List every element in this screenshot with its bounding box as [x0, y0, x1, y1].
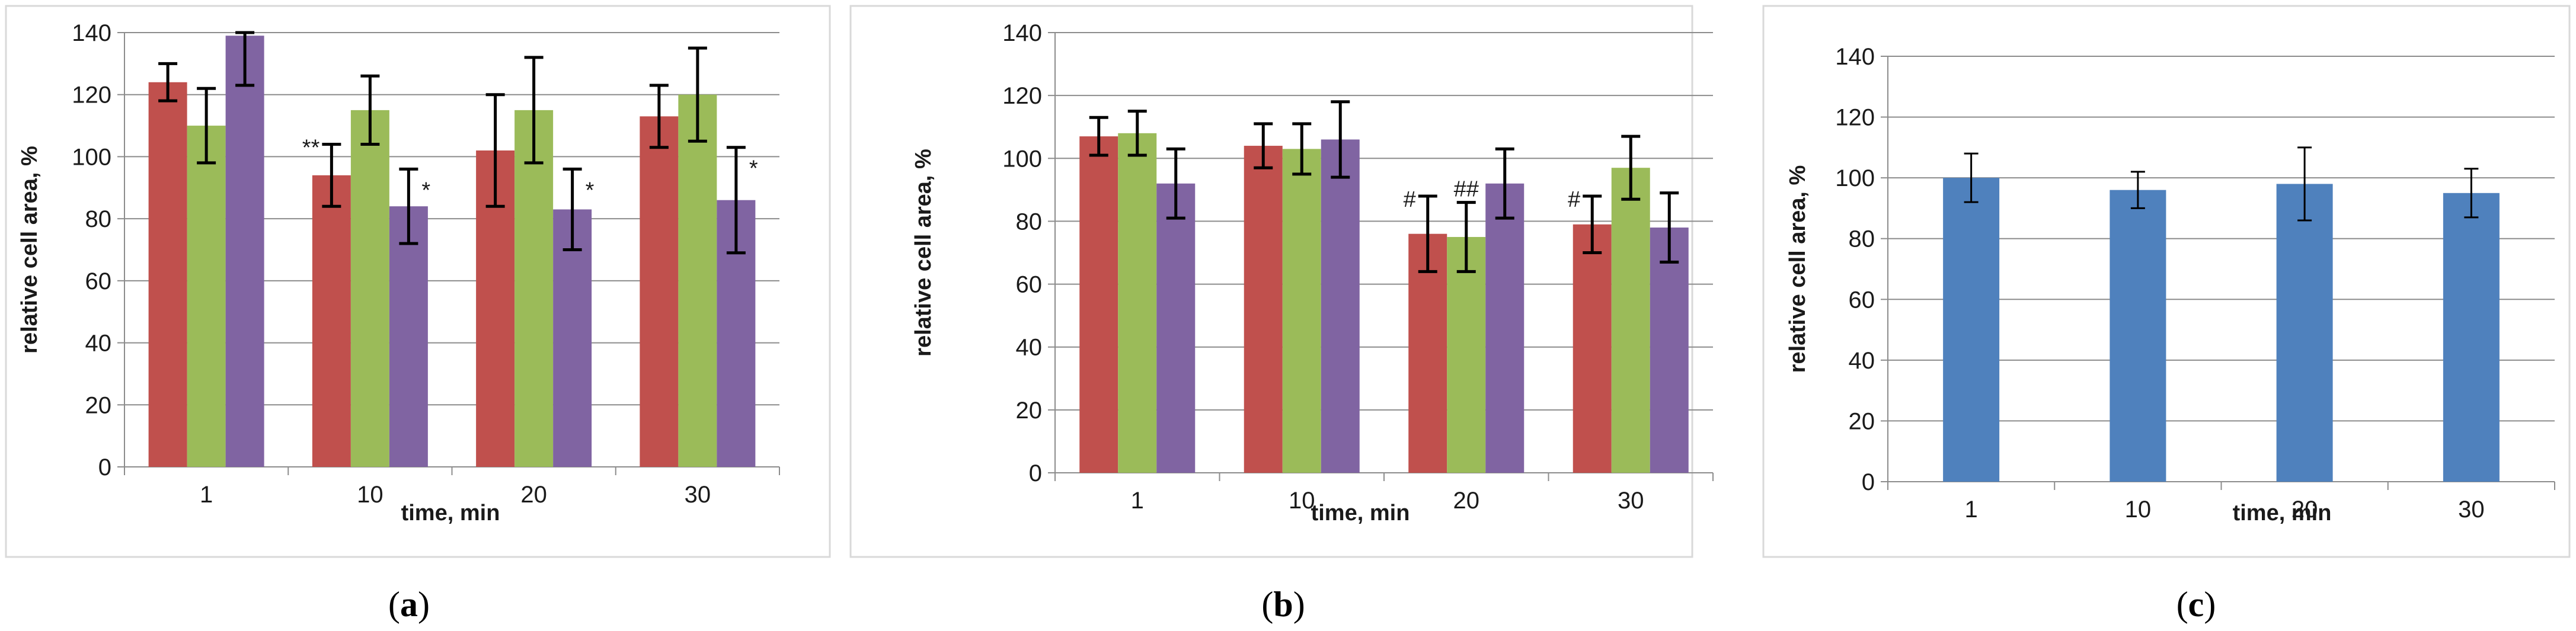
bar-green-30	[1611, 168, 1650, 473]
panel-frame	[5, 5, 831, 558]
y-tick-label: 60	[1016, 272, 1043, 298]
bar-purple-30	[1650, 228, 1689, 473]
bar-purple-1	[1156, 183, 1196, 473]
bar-purple-10	[389, 206, 428, 467]
panel-label: (a)	[388, 585, 430, 624]
x-tick-label: 30	[2458, 497, 2485, 523]
x-tick-label: 10	[1289, 488, 1315, 514]
y-tick-label: 20	[1849, 408, 1875, 434]
y-tick-label: 140	[72, 20, 111, 46]
y-tick-label: 100	[1002, 146, 1042, 172]
bar-red-30	[640, 116, 679, 467]
panel-frame	[1762, 5, 2571, 558]
x-tick-label: 1	[200, 482, 213, 508]
significance-mark: *	[586, 178, 595, 203]
y-tick-label: 120	[1835, 105, 1875, 131]
y-tick-label: 40	[1016, 335, 1043, 361]
panel-label: (c)	[2177, 585, 2216, 624]
bar-blue-20	[2276, 184, 2333, 482]
bar-red-1	[1079, 136, 1118, 473]
y-tick-label: 140	[1835, 44, 1875, 70]
significance-mark: *	[749, 156, 758, 181]
y-tick-label: 80	[85, 206, 112, 232]
bar-green-30	[678, 94, 717, 467]
bar-green-10	[1282, 149, 1321, 473]
significance-mark: #	[1404, 187, 1416, 212]
x-tick-label: 1	[1131, 488, 1144, 514]
y-tick-label: 20	[85, 392, 112, 418]
y-tick-label: 20	[1016, 398, 1043, 424]
panel-letter: b	[1273, 585, 1293, 624]
significance-mark: **	[302, 135, 320, 160]
bar-blue-1	[1943, 178, 2000, 482]
x-axis-title: time, min	[401, 501, 500, 526]
y-tick-label: 100	[72, 144, 111, 170]
y-tick-label: 120	[72, 82, 111, 108]
bar-green-20	[514, 110, 554, 467]
bar-blue-30	[2443, 193, 2500, 482]
bar-red-20	[1408, 233, 1447, 473]
panel-letter: c	[2188, 585, 2204, 624]
panel-letter: a	[400, 585, 418, 624]
x-tick-label: 30	[1618, 488, 1644, 514]
bar-red-1	[148, 82, 187, 467]
y-tick-label: 40	[85, 331, 112, 357]
x-tick-label: 30	[685, 482, 711, 508]
y-tick-label: 0	[98, 454, 111, 481]
x-tick-label: 1	[1965, 497, 1978, 523]
y-tick-label: 140	[1002, 20, 1042, 46]
bar-red-10	[1244, 146, 1283, 473]
chart-panel-c: 0 20 40 60 80 100 120 140 1 10 20 30 relative cell a…	[1762, 5, 2571, 624]
y-tick-label: 60	[1849, 287, 1875, 313]
bar-purple-20	[553, 209, 592, 467]
bar-purple-1	[225, 36, 264, 467]
x-tick-label: 20	[1453, 488, 1480, 514]
bar-green-1	[187, 126, 226, 467]
panel-label: (b)	[1261, 585, 1305, 624]
y-tick-label: 100	[1835, 165, 1875, 191]
y-axis-title: relative cell area, %	[911, 149, 936, 357]
significance-mark: *	[421, 178, 430, 203]
y-tick-label: 0	[1862, 469, 1875, 495]
bar-green-10	[350, 110, 389, 467]
x-axis-title: time, min	[2233, 501, 2332, 526]
y-tick-label: 120	[1002, 83, 1042, 109]
y-tick-label: 0	[1029, 460, 1042, 486]
x-tick-label: 10	[2125, 497, 2152, 523]
x-tick-label: 10	[357, 482, 383, 508]
y-tick-label: 80	[1016, 209, 1043, 235]
y-tick-label: 60	[85, 268, 112, 294]
bar-purple-10	[1321, 139, 1360, 473]
panel-frame	[849, 5, 1693, 558]
bar-green-1	[1118, 133, 1157, 473]
bar-blue-10	[2110, 190, 2166, 482]
x-axis-title: time, min	[1311, 501, 1410, 526]
significance-mark: #	[1568, 187, 1580, 212]
bar-green-20	[1447, 236, 1486, 473]
bar-red-30	[1573, 224, 1612, 473]
significance-mark: ##	[1454, 177, 1479, 202]
bar-purple-20	[1485, 183, 1524, 473]
y-axis-title: relative cell area, %	[17, 146, 42, 354]
y-tick-label: 80	[1849, 226, 1875, 252]
y-axis-title: relative cell area, %	[1785, 165, 1810, 373]
x-tick-label: 20	[2291, 497, 2318, 523]
bar-red-10	[312, 175, 351, 467]
y-tick-label: 40	[1849, 348, 1875, 374]
x-tick-label: 20	[520, 482, 547, 508]
